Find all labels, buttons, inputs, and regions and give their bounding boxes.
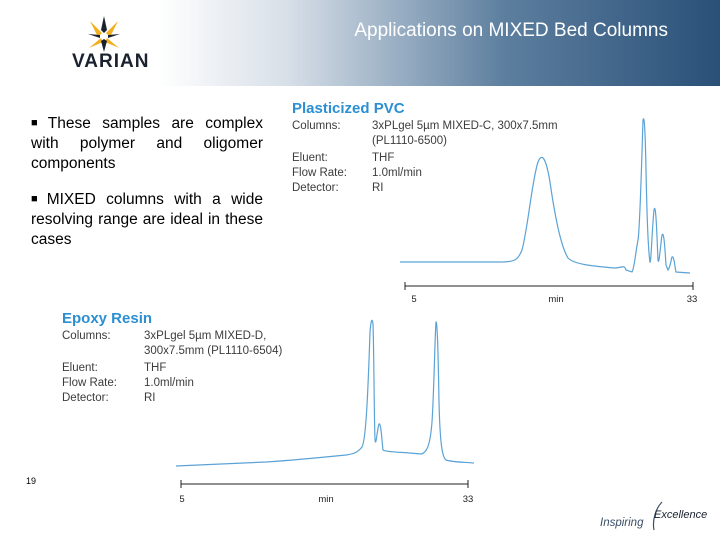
bullet-item: ■ These samples are complex with polymer … xyxy=(31,113,263,174)
pvc-axis-start: 5 xyxy=(411,294,416,305)
bullet-list: ■ These samples are complex with polymer … xyxy=(31,113,263,265)
tagline-inspiring: Inspiring xyxy=(600,517,644,529)
epoxy-chromatogram-panel: Epoxy Resin Columns: 3xPLgel 5µm MIXED-D,… xyxy=(62,310,302,410)
spec-key: Flow Rate: xyxy=(292,167,347,179)
spec-key: Detector: xyxy=(292,182,339,194)
bullet-text: MIXED columns with a wide resolving rang… xyxy=(31,191,263,248)
spec-key: Columns: xyxy=(292,120,341,132)
epoxy-chromatogram: 5 min 33 xyxy=(175,319,475,505)
tagline-swash-icon xyxy=(652,501,663,531)
pvc-axis-end: 33 xyxy=(687,294,698,305)
pvc-trace-line xyxy=(400,118,691,274)
epoxy-title: Epoxy Resin xyxy=(62,310,153,327)
pvc-chromatogram: 5 min 33 xyxy=(400,118,698,305)
bullet-text: These samples are complex with polymer a… xyxy=(31,115,263,172)
pvc-axis-label: min xyxy=(548,294,563,305)
spec-value: RI xyxy=(372,182,384,194)
spec-value: THF xyxy=(144,362,167,374)
pvc-chromatogram-panel: Plasticized PVC Columns: 3xPLgel 5µm MIXE… xyxy=(292,100,712,310)
bullet-item: ■ MIXED columns with a wide resolving ran… xyxy=(31,189,263,250)
epoxy-trace-line xyxy=(175,319,475,467)
spec-key: Eluent: xyxy=(292,152,328,164)
page-number: 19 xyxy=(26,476,37,486)
spec-value: THF xyxy=(372,152,395,164)
spec-value: RI xyxy=(144,392,156,404)
epoxy-axis-start: 5 xyxy=(179,494,184,505)
square-bullet-icon: ■ xyxy=(31,117,45,129)
epoxy-axis-end: 33 xyxy=(463,494,474,505)
spec-value: (PL1110-6500) xyxy=(372,135,448,147)
epoxy-axis-label: min xyxy=(318,494,333,505)
spec-key: Eluent: xyxy=(62,362,98,374)
spec-value: 1.0ml/min xyxy=(372,167,422,179)
spec-value: 1.0ml/min xyxy=(144,377,194,389)
pvc-title: Plasticized PVC xyxy=(292,100,405,117)
epoxy-specs: Columns: 3xPLgel 5µm MIXED-D, 300x7.5mm (… xyxy=(62,330,302,410)
spec-value: 300x7.5mm (PL1110-6504) xyxy=(144,345,283,357)
spec-key: Detector: xyxy=(62,392,109,404)
square-bullet-icon: ■ xyxy=(31,193,44,205)
spec-value: 3xPLgel 5µm MIXED-D, xyxy=(144,330,267,342)
spec-key: Columns: xyxy=(62,330,111,342)
inspiring-excellence-tagline: Inspiring Excellence xyxy=(600,501,707,531)
varian-logo-icon xyxy=(88,16,120,52)
slide-header: VARIAN Applications on MIXED Bed Columns xyxy=(0,0,720,86)
spec-key: Flow Rate: xyxy=(62,377,117,389)
spec-value: 3xPLgel 5µm MIXED-C, 300x7.5mm xyxy=(372,120,558,132)
pvc-specs: Columns: 3xPLgel 5µm MIXED-C, 300x7.5mm (… xyxy=(292,120,592,200)
page-title: Applications on MIXED Bed Columns xyxy=(354,20,668,41)
brand-name: VARIAN xyxy=(72,51,150,72)
tagline-excellence: Excellence xyxy=(654,509,707,521)
